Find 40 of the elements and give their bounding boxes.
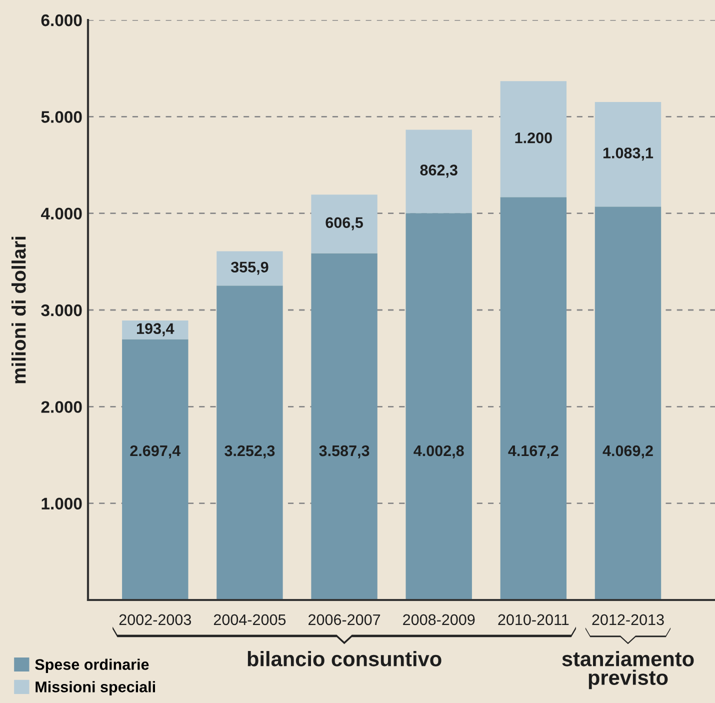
- y-axis-title: milioni di dollari: [12, 236, 26, 384]
- data-label: 3.587,3: [319, 445, 370, 458]
- bar: [311, 194, 378, 254]
- data-label: 4.167,2: [508, 445, 558, 458]
- y-tick-label: 3.000: [41, 304, 82, 316]
- bar: [122, 339, 188, 600]
- x-tick-label: 2008-2009: [403, 614, 475, 626]
- bar: [216, 286, 283, 600]
- data-label: 355,9: [230, 262, 268, 275]
- data-label: 2.697,4: [130, 445, 181, 458]
- data-label: 3.252,3: [224, 445, 275, 458]
- text: stanziamento previsto: [562, 651, 694, 690]
- data-label: 1.083,1: [603, 148, 654, 161]
- data-label: 193,4: [136, 323, 174, 336]
- x-tick-label: 2010-2011: [498, 614, 569, 626]
- bar: [216, 251, 283, 286]
- legend-label: Spese ordinarie: [35, 658, 149, 673]
- bar: [406, 213, 472, 600]
- text: bilancio consuntivo: [248, 651, 442, 666]
- x-tick-label: 2004-2005: [214, 614, 286, 626]
- y-tick-label: 5.000: [41, 111, 82, 123]
- bar: [500, 197, 567, 600]
- data-label: 606,5: [326, 217, 363, 230]
- bar: [594, 102, 662, 207]
- y-tick-label: 2.000: [41, 401, 82, 413]
- data-label: 4.069,2: [602, 445, 653, 458]
- y-tick-label: 1.000: [42, 498, 82, 510]
- bar: [500, 81, 567, 198]
- legend-label: Missioni speciali: [36, 681, 155, 696]
- bar: [311, 253, 378, 600]
- x-tick-label: 2002-2003: [119, 614, 192, 626]
- data-label: 1.200: [515, 132, 552, 144]
- bar: [406, 130, 472, 214]
- data-label: 4.002,8: [414, 445, 464, 458]
- bar: [594, 206, 662, 600]
- y-tick-label: 6.000: [41, 14, 82, 26]
- x-tick-label: 2006-2007: [308, 614, 380, 626]
- data-label: 862,3: [420, 164, 458, 178]
- x-tick-label: 2012-2013: [592, 614, 664, 626]
- y-tick-label: 4.000: [40, 208, 82, 220]
